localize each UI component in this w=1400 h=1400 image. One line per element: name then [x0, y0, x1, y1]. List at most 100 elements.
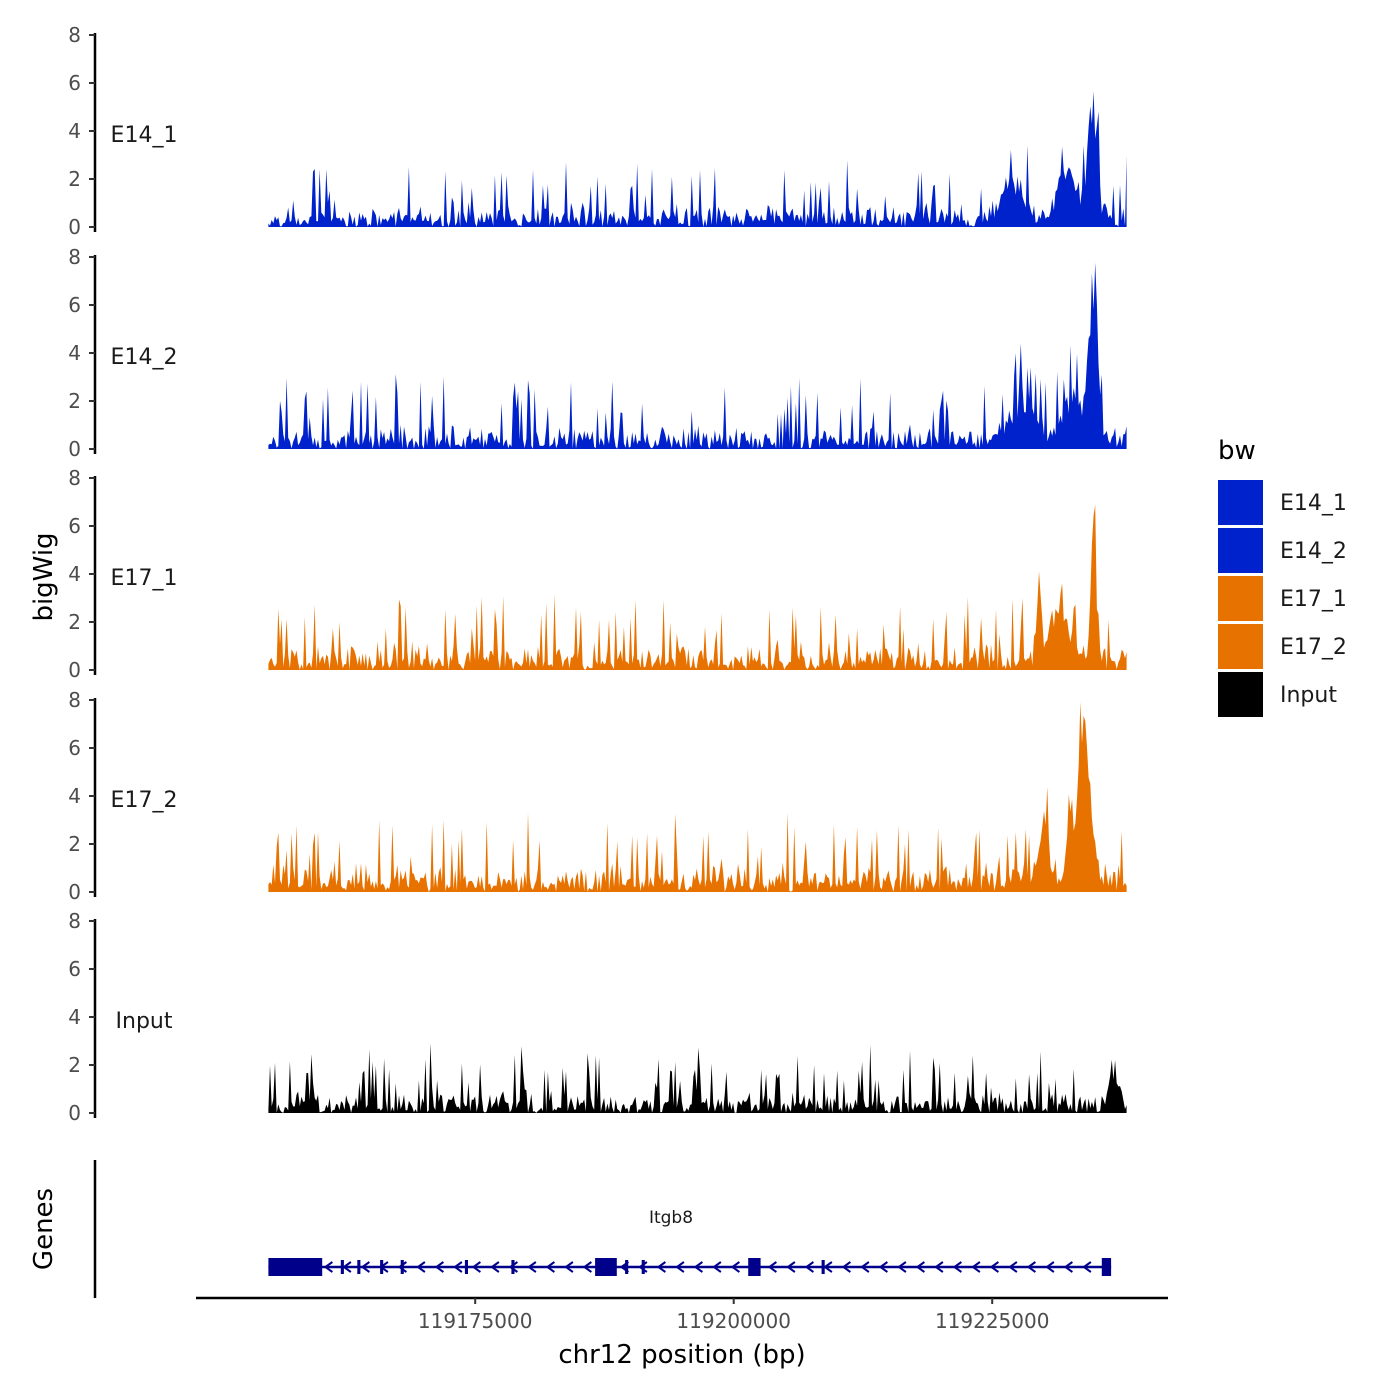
strand-arrow	[564, 1261, 574, 1273]
gene-label: Itgb8	[649, 1208, 693, 1228]
y-tick-label: 4	[68, 1005, 81, 1029]
coverage-area-E14_2	[268, 262, 1127, 449]
legend-key-E17_1	[1218, 576, 1263, 621]
exon	[268, 1258, 323, 1276]
track-E14_1: 0 2 4 6 8 E14_1	[68, 23, 1127, 239]
track-E17_1: 0 2 4 6 8 E17_1	[68, 466, 1127, 682]
legend-key-E17_2	[1218, 624, 1263, 669]
y-tick-label: 4	[68, 341, 81, 365]
exon	[641, 1260, 645, 1274]
x-tick-label: 119225000	[935, 1309, 1050, 1333]
y-tick-label: 6	[68, 71, 81, 95]
legend: bw E14_1 E14_2 E17_1 E17_2 Input	[1218, 436, 1347, 717]
exon	[595, 1258, 617, 1276]
x-axis-title: chr12 position (bp)	[558, 1340, 805, 1370]
exon	[464, 1260, 468, 1274]
legend-title: bw	[1218, 436, 1256, 466]
strand-arrow	[582, 1261, 592, 1273]
y-tick-label: 8	[68, 245, 81, 269]
y-tick-label: 4	[68, 784, 81, 808]
strand-arrow	[915, 1261, 925, 1273]
strand-arrow	[860, 1261, 870, 1273]
strand-arrow	[878, 1261, 888, 1273]
y-tick-label: 2	[68, 832, 81, 856]
strand-arrow	[471, 1261, 481, 1273]
strand-arrow	[989, 1261, 999, 1273]
y-tick-label: 2	[68, 389, 81, 413]
exon	[748, 1258, 761, 1276]
strand-arrow	[971, 1261, 981, 1273]
strand-arrow	[1008, 1261, 1018, 1273]
y-tick-label: 0	[68, 1101, 81, 1125]
exon	[340, 1260, 344, 1274]
strand-arrow	[1045, 1261, 1055, 1273]
x-axis: 119175000 119200000 119225000	[196, 1296, 1168, 1333]
track-E17_2: 0 2 4 6 8 E17_2	[68, 688, 1127, 904]
tracks: 0 2 4 6 8 E14_1 0 2 4 6 8 E14_2 0 2 4 6 8 E17_1 0 2 4 6 8 E17_2…	[68, 23, 1127, 1125]
y-tick-label: 8	[68, 909, 81, 933]
strand-arrow	[1063, 1261, 1073, 1273]
track-Input: 0 2 4 6 8 Input	[68, 909, 1127, 1125]
track-E14_2: 0 2 4 6 8 E14_2	[68, 245, 1127, 461]
exon	[400, 1260, 404, 1274]
coverage-area-E17_2	[268, 702, 1127, 892]
gene-panel: Itgb8	[93, 1160, 1112, 1298]
y-tick-label: 0	[68, 437, 81, 461]
strand-arrow	[527, 1261, 537, 1273]
track-label: E17_2	[111, 788, 178, 813]
legend-label-E14_1: E14_1	[1280, 491, 1347, 516]
x-tick-label: 119175000	[418, 1309, 533, 1333]
strand-arrow	[693, 1261, 703, 1273]
strand-arrow	[730, 1261, 740, 1273]
track-label: E17_1	[111, 566, 178, 591]
strand-arrow	[545, 1261, 555, 1273]
coverage-area-Input	[268, 1043, 1127, 1113]
strand-arrow	[453, 1261, 463, 1273]
track-label: E14_1	[111, 123, 178, 148]
strand-arrow	[397, 1261, 407, 1273]
strand-arrow	[416, 1261, 426, 1273]
y-tick-label: 4	[68, 562, 81, 586]
strand-arrow	[323, 1261, 333, 1273]
strand-arrow	[1082, 1261, 1092, 1273]
y-axis-title: bigWig	[29, 532, 59, 621]
x-tick-label: 119200000	[676, 1309, 791, 1333]
exon	[357, 1260, 361, 1274]
y-tick-label: 8	[68, 688, 81, 712]
exon	[380, 1260, 384, 1274]
y-tick-label: 4	[68, 119, 81, 143]
y-tick-label: 6	[68, 514, 81, 538]
strand-arrow	[897, 1261, 907, 1273]
exon	[511, 1260, 515, 1274]
strand-arrow	[490, 1261, 500, 1273]
exon	[625, 1260, 629, 1274]
y-tick-label: 0	[68, 880, 81, 904]
y-tick-label: 6	[68, 293, 81, 317]
strand-arrow	[952, 1261, 962, 1273]
y-tick-label: 0	[68, 658, 81, 682]
y-tick-label: 0	[68, 215, 81, 239]
strand-arrow	[675, 1261, 685, 1273]
legend-key-E14_1	[1218, 480, 1263, 525]
coverage-area-E14_1	[268, 91, 1127, 227]
y-tick-label: 8	[68, 23, 81, 47]
legend-key-E14_2	[1218, 528, 1263, 573]
strand-arrow	[508, 1261, 518, 1273]
strand-arrow	[934, 1261, 944, 1273]
y-tick-label: 6	[68, 957, 81, 981]
y-tick-label: 2	[68, 167, 81, 191]
legend-label-E17_2: E17_2	[1280, 635, 1347, 660]
strand-arrow	[767, 1261, 777, 1273]
y-tick-label: 8	[68, 466, 81, 490]
legend-label-E17_1: E17_1	[1280, 587, 1347, 612]
strand-arrow	[712, 1261, 722, 1273]
strand-arrow	[1026, 1261, 1036, 1273]
strand-arrow	[434, 1261, 444, 1273]
track-label: E14_2	[111, 345, 178, 370]
strand-arrow	[823, 1261, 833, 1273]
y-tick-label: 6	[68, 736, 81, 760]
strand-arrow	[786, 1261, 796, 1273]
strand-arrow	[360, 1261, 370, 1273]
